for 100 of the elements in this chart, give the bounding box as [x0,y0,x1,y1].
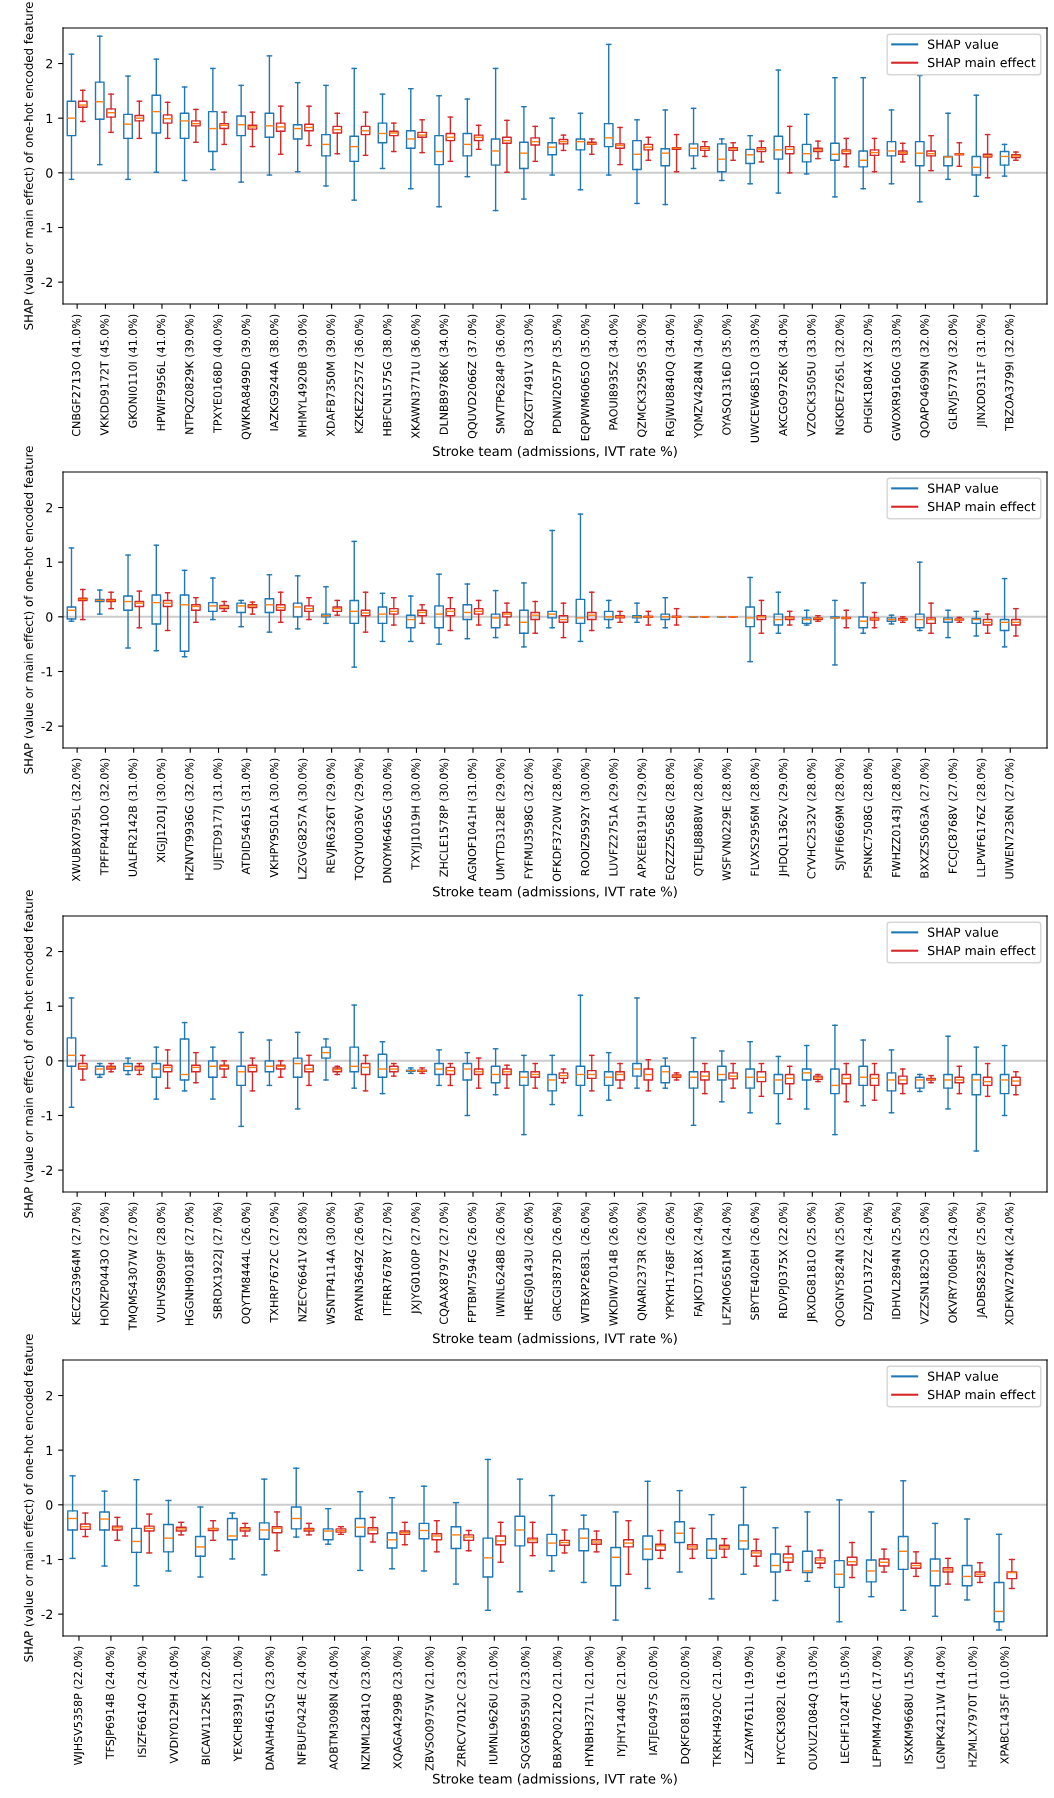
y-tick-label: 1 [46,557,53,567]
y-axis-title: SHAP (value or main effect) of one-hot encoded feature [23,890,35,1218]
x-tick-label: PAYNN3649Z (26.0%) [354,1202,365,1321]
x-axis-title: Stroke team (admissions, IVT rate %) [433,1333,677,1345]
x-tick-label: VZOCK3505U (33.0%) [806,314,817,437]
x-tick-label: TPXYE0168D (40.0%) [213,314,224,433]
x-tick-label: XPABC1435F (10.0%) [1000,1646,1010,1764]
x-tick-label: VVDIY0129H (24.0%) [169,1646,180,1764]
x-tick-label: DLNBB9786K (34.0%) [439,314,450,434]
legend-label: SHAP value [928,39,999,49]
y-tick-label: 0 [46,1056,53,1066]
x-tick-label: FLVXS2956M (28.0%) [750,758,761,876]
x-tick-label: IUMNL9626U (21.0%) [488,1646,499,1765]
x-tick-label: AGNOF1041H (31.0%) [467,758,478,882]
y-tick-label: -2 [41,721,53,731]
x-tick-label: LFZMO6561M (24.0%) [722,1202,733,1325]
x-tick-label: PAOUI8935Z (34.0%) [609,314,619,430]
x-tick-label: ZRRCV7012C (23.0%) [456,1646,467,1767]
x-tick-label: PDNWI2057P (35.0%) [552,314,563,433]
legend-label: SHAP main effect [928,57,1036,68]
x-tick-label: GKONI0110I (41.0%) [128,314,139,428]
x-tick-label: APXEE8191H (29.0%) [637,758,648,878]
x-tick-label: QWKRA8499D (39.0%) [241,314,252,440]
x-tick-label: TFSJP6914B (24.0%) [105,1646,117,1760]
x-tick-label: TXYJJ1019H (30.0%) [411,758,422,870]
x-tick-label: UIWEN7236N (27.0%) [1004,758,1015,879]
x-axis-title: Stroke team (admissions, IVT rate %) [433,445,677,458]
x-tick-label: IATJE0497S (20.0%) [648,1646,660,1755]
x-tick-label: BXXZS5063A (27.0%) [920,758,930,878]
x-tick-label: TKRKH4920C (21.0%) [712,1646,723,1767]
x-tick-label: ZBVSO0975W (21.0%) [425,1646,435,1771]
x-tick-label: NZNML2841Q (23.0%) [361,1646,372,1770]
y-tick-label: 1 [46,1445,53,1455]
x-axis-title: Stroke team (admissions, IVT rate %) [433,1773,677,1786]
x-tick-label: WSFVN0229E (28.0%) [722,758,733,881]
x-tick-label: BICAW1125K (22.0%) [201,1646,212,1765]
x-tick-label: GLRVJ5773V (32.0%) [948,314,959,430]
x-tick-label: SJVFI6669M (28.0%) [835,758,846,870]
x-tick-label: GWOXR9160G (33.0%) [891,314,902,441]
x-tick-label: WKDIW7014B (26.0%) [609,1202,619,1326]
x-tick-label: GRCGI3873D (26.0%) [552,1202,563,1321]
y-tick-label: -2 [41,1609,53,1619]
x-tick-label: IWINL6248B (26.0%) [495,1202,506,1317]
x-tick-label: JHDQL1362V (29.0%) [778,758,790,877]
x-tick-label: UMYTD3128E (29.0%) [495,758,506,880]
x-tick-label: UALFR2142B (31.0%) [128,758,139,877]
x-tick-label: LUVFZ2751A (29.0%) [609,758,619,876]
x-tick-label: MHMYL4920B (39.0%) [297,314,308,437]
x-tick-label: OKVRY7006H (24.0%) [948,1202,959,1323]
x-tick-label: BBXPQ0212O (21.0%) [552,1646,563,1768]
x-tick-label: WSNTP4114A (30.0%) [326,1202,337,1325]
x-tick-label: VUHVS8909F (28.0%) [156,1202,167,1323]
x-tick-label: FYFMU3598G (32.0%) [524,758,535,879]
x-tick-label: XQAGA4299B (23.0%) [393,1646,403,1769]
x-tick-label: AOBTM3098N (24.0%) [329,1646,340,1770]
x-tick-label: HYNBH3271L (21.0%) [584,1646,595,1767]
x-tick-label: XIGJJ1201J (30.0%) [156,758,168,863]
x-tick-label: YPKYH1768F (26.0%) [665,1202,676,1320]
x-tick-label: KZKEZ2257Z (36.0%) [354,314,365,433]
legend-label: SHAP main effect [928,1389,1036,1400]
x-tick-label: FAJKD7118X (24.0%) [693,1202,705,1317]
y-tick-label: -1 [41,1111,53,1121]
x-tick-label: VKKDD9172T (45.0%) [100,314,110,436]
x-tick-label: CNBGF2713O (41.0%) [71,314,82,437]
x-tick-label: SBRDX1922J (27.0%) [213,1202,224,1319]
y-tick-label: 0 [46,1500,53,1510]
y-tick-label: 2 [46,59,53,69]
x-tick-label: REVJR6326T (29.0%) [326,758,337,873]
y-tick-label: -1 [41,223,53,233]
y-tick-label: -1 [41,667,53,677]
x-tick-label: ISXKM9668U (15.0%) [904,1646,915,1764]
x-tick-label: TQQYU0036V (29.0%) [354,758,365,881]
y-tick-label: 2 [46,947,53,957]
x-tick-label: YEXCH8391J (21.0%) [233,1646,244,1762]
x-tick-label: CYVHC2532V (28.0%) [806,758,817,879]
x-tick-label: RGJWU8840Q (34.0%) [665,314,677,436]
legend-label: SHAP value [928,1371,999,1381]
x-tick-label: XDFKW2704K (24.0%) [1004,1202,1015,1325]
y-tick-label: -1 [41,1555,53,1565]
x-tick-label: LGNPK4211W (14.0%) [936,1646,947,1769]
x-tick-label: VKHPY9501A (30.0%) [269,758,280,878]
x-tick-label: EQZZZ5658G (28.0%) [665,758,676,880]
x-tick-label: TMQMS4307W (27.0%) [128,1202,139,1331]
x-tick-label: NTPQZ0829K (39.0%) [184,314,195,434]
x-tick-label: DANAH4615Q (23.0%) [265,1646,276,1770]
y-tick-label: 2 [46,1391,53,1401]
x-tick-label: WJHSV5358P (22.0%) [73,1646,85,1766]
x-tick-label: SMVTP6284P (36.0%) [495,314,506,434]
x-tick-label: CQAAX8797Z (27.0%) [439,1202,450,1325]
y-axis-title: SHAP (value or main effect) of one-hot encoded feature [23,2,35,330]
legend-label: SHAP value [928,927,999,937]
x-tick-label: KECZG3964M (27.0%) [71,1202,82,1325]
x-tick-label: LECHF1024T (15.0%) [840,1646,851,1763]
x-tick-label: UWCEW6851O (33.0%) [750,314,761,443]
y-tick-label: -2 [41,277,53,287]
x-tick-label: VZZSN1825O (25.0%) [920,1202,930,1325]
x-tick-label: LZGVG8257A (30.0%) [297,758,308,879]
x-tick-label: RDVPJ0375X (22.0%) [778,1202,790,1318]
x-tick-label: HZNVT9936G (32.0%) [184,758,195,880]
x-tick-label: QQUVD2066Z (37.0%) [467,314,478,439]
